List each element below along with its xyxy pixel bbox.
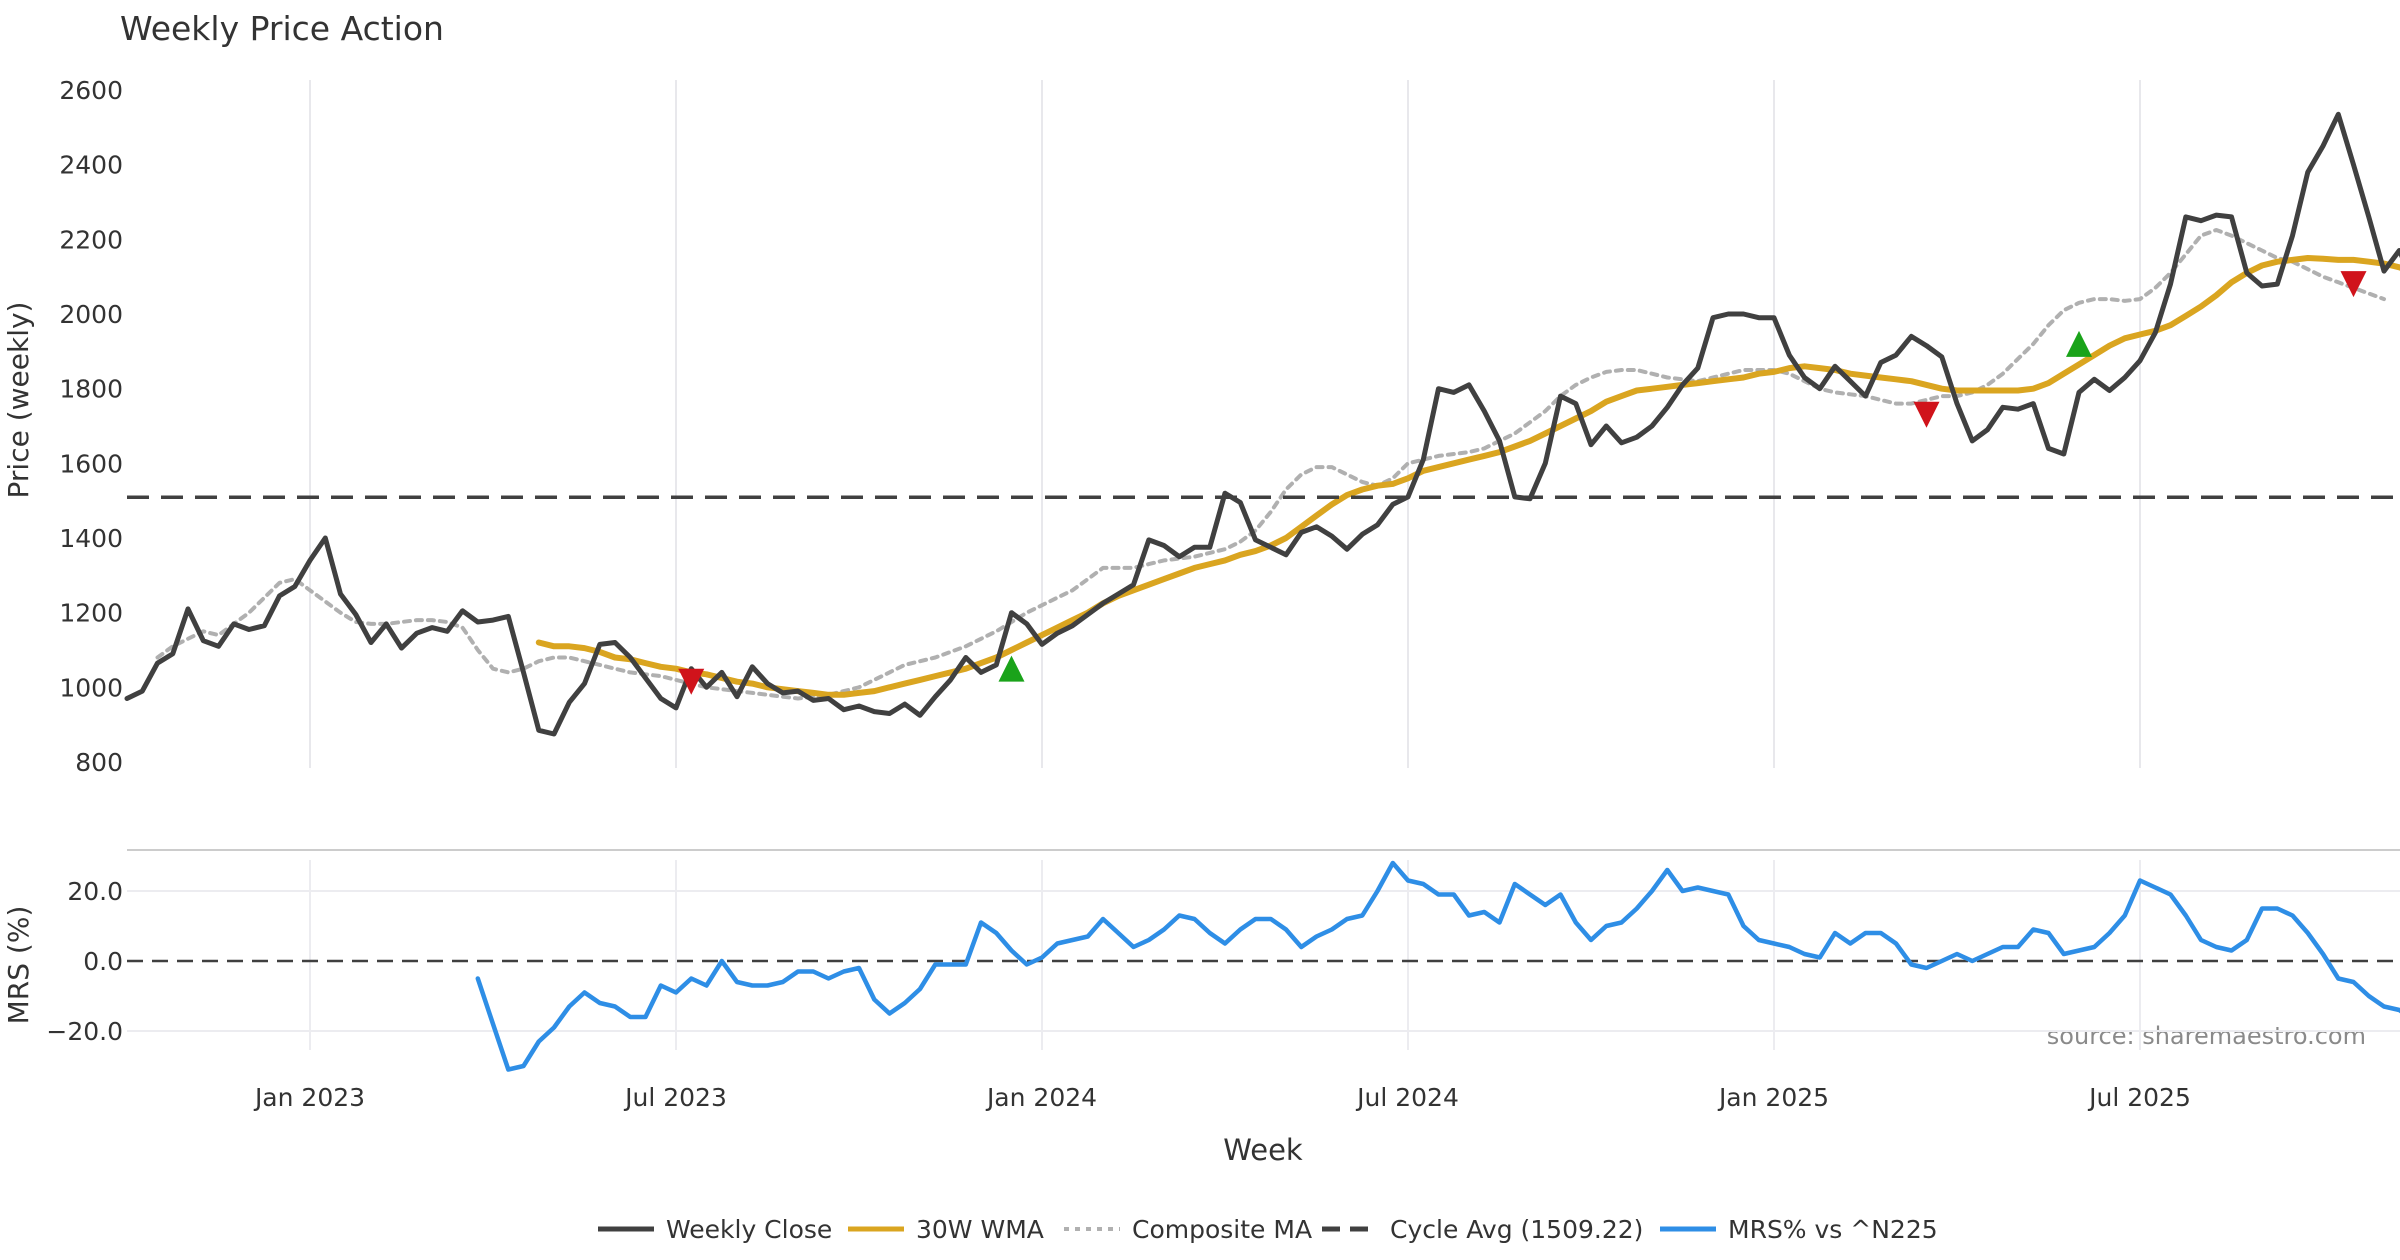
mrs-y-axis-label: MRS (%) bbox=[2, 906, 35, 1025]
price-y-tick-label: 2000 bbox=[59, 300, 123, 329]
series-mrs-vs-n225 bbox=[475, 860, 2400, 1072]
series-30w-wma bbox=[535, 255, 2400, 698]
price-y-tick-label: 1400 bbox=[59, 524, 123, 553]
legend-label: 30W WMA bbox=[916, 1215, 1044, 1244]
signal-markers bbox=[678, 271, 2367, 695]
mrs-y-ticks: 20.0 0.0 −20.0 bbox=[46, 877, 123, 1046]
chart-title: Weekly Price Action bbox=[120, 9, 444, 48]
price-y-ticks: 800 1000 1200 1400 1600 1800 2000 2200 2400 2600 bbox=[59, 76, 123, 777]
price-y-tick-label: 1600 bbox=[59, 449, 123, 478]
price-y-tick-label: 2600 bbox=[59, 76, 123, 105]
x-tick-label: Jan 2025 bbox=[1717, 1083, 1829, 1112]
legend-label: Composite MA bbox=[1132, 1215, 1312, 1244]
legend-label: Weekly Close bbox=[666, 1215, 832, 1244]
price-y-tick-label: 800 bbox=[75, 748, 123, 777]
price-y-tick-label: 2400 bbox=[59, 151, 123, 180]
x-tick-label: Jul 2024 bbox=[1355, 1083, 1459, 1112]
mrs-y-tick-label: 20.0 bbox=[67, 877, 123, 906]
series-composite-ma bbox=[155, 228, 2386, 701]
price-y-tick-label: 1200 bbox=[59, 599, 123, 628]
sell-signal-marker bbox=[1913, 401, 1940, 428]
buy-signal-marker bbox=[2066, 330, 2092, 357]
series-weekly-close bbox=[124, 111, 2400, 737]
legend: Weekly Close 30W WMA Composite MA Cycle Avg… bbox=[598, 1215, 1938, 1244]
price-grid bbox=[309, 80, 2141, 768]
mrs-y-tick-label: −20.0 bbox=[46, 1017, 123, 1046]
x-tick-label: Jul 2025 bbox=[2087, 1083, 2191, 1112]
x-ticks: Jan 2023 Jul 2023 Jan 2024 Jul 2024 Jan 2025… bbox=[253, 1083, 2191, 1112]
x-tick-label: Jul 2023 bbox=[623, 1083, 727, 1112]
price-y-tick-label: 1000 bbox=[59, 673, 123, 702]
legend-label: Cycle Avg (1509.22) bbox=[1390, 1215, 1643, 1244]
price-y-tick-label: 2200 bbox=[59, 225, 123, 254]
mrs-grid bbox=[127, 860, 2400, 1050]
price-y-axis-label: Price (weekly) bbox=[2, 302, 35, 499]
price-y-tick-label: 1800 bbox=[59, 375, 123, 404]
x-axis-label: Week bbox=[1223, 1133, 1303, 1167]
sell-signal-marker bbox=[678, 668, 705, 695]
sell-signal-marker bbox=[2340, 271, 2367, 298]
mrs-series bbox=[127, 860, 2400, 1072]
x-tick-label: Jan 2023 bbox=[253, 1083, 365, 1112]
price-series bbox=[124, 111, 2400, 737]
source-annotation: source: sharemaestro.com bbox=[2047, 1022, 2366, 1050]
legend-label: MRS% vs ^N225 bbox=[1728, 1215, 1938, 1244]
x-tick-label: Jan 2024 bbox=[985, 1083, 1097, 1112]
mrs-y-tick-label: 0.0 bbox=[83, 947, 123, 976]
buy-signal-marker bbox=[998, 655, 1025, 682]
